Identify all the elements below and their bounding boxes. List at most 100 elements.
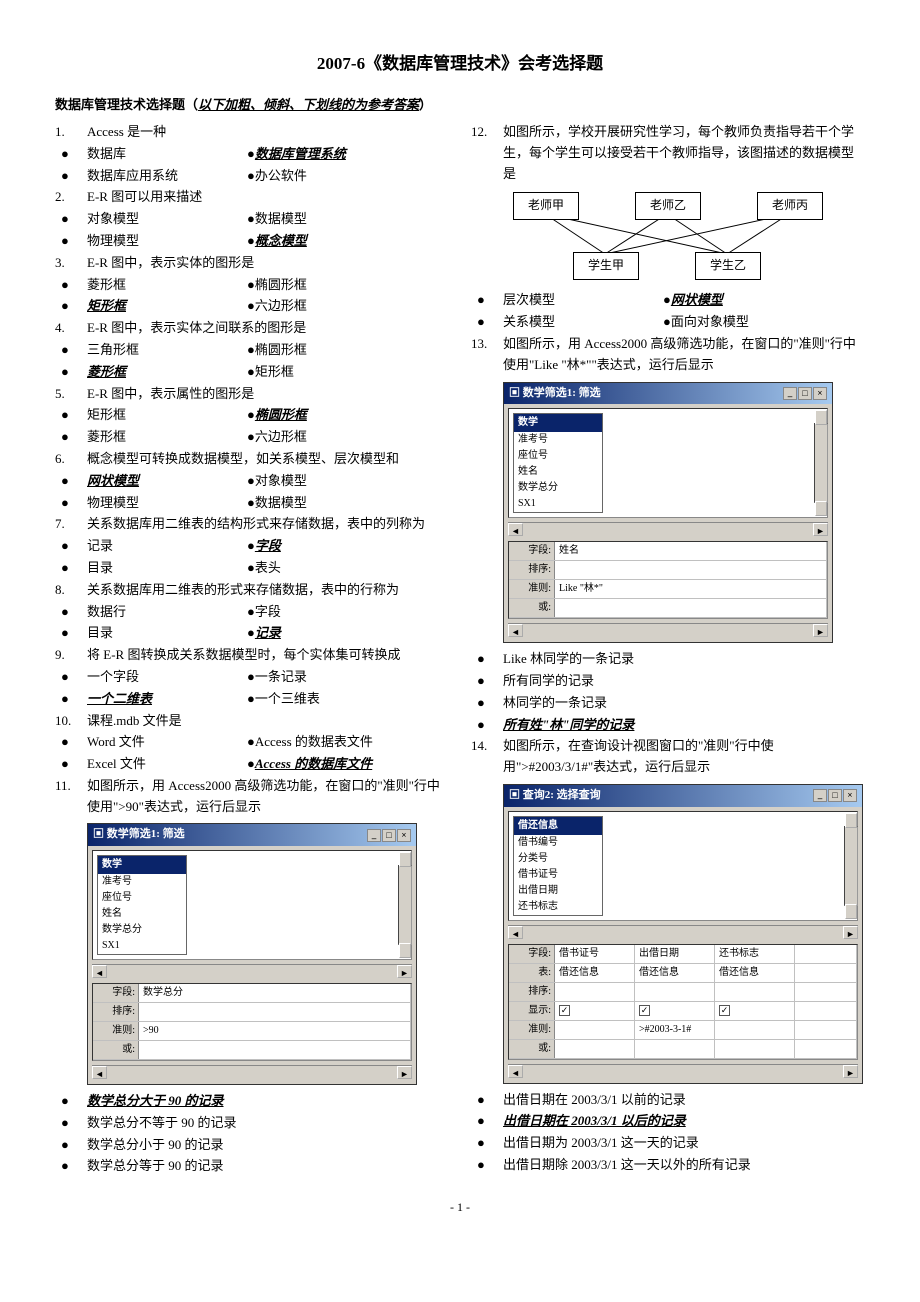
grid-label: 或:: [509, 599, 555, 617]
option-text: 林同学的一条记录: [503, 693, 865, 714]
option-b: 一条记录: [255, 667, 449, 688]
h-scrollbar: ◄►: [508, 623, 828, 638]
bullet-icon: ●: [55, 231, 87, 252]
bullet-icon: ●: [247, 754, 255, 775]
field-item: SX1: [98, 938, 186, 954]
bullet-icon: ●: [471, 715, 503, 736]
bullet-icon: ●: [247, 471, 255, 492]
grid-label: 准则:: [509, 1021, 555, 1039]
field-item: 还书标志: [514, 899, 602, 915]
question-number: 12.: [471, 122, 503, 184]
option-row: ● 一个字段 ● 一条记录: [55, 667, 449, 688]
question-stem: 8.关系数据库用二维表的形式来存储数据，表中的行称为: [55, 580, 449, 601]
option-b: 矩形框: [255, 362, 449, 383]
option-row: ● Word 文件 ● Access 的数据表文件: [55, 732, 449, 753]
option-a: 数据行: [87, 602, 247, 623]
question-number: 13.: [471, 334, 503, 376]
minimize-icon: _: [367, 829, 381, 842]
tables-pane: 数学 准考号座位号姓名数学总分SX1: [92, 850, 412, 960]
grid-cell: [139, 1041, 411, 1059]
bullet-icon: ●: [247, 405, 255, 426]
option-row: ● Excel 文件 ● Access 的数据库文件: [55, 754, 449, 775]
grid-label: 字段:: [93, 984, 139, 1002]
option-text: 出借日期除 2003/3/1 这一天以外的所有记录: [503, 1155, 865, 1176]
bullet-icon: ●: [55, 144, 87, 165]
network-diagram: 老师甲老师乙老师丙学生甲学生乙: [495, 192, 835, 282]
grid-cell: [635, 983, 715, 1001]
option-row: ● 数学总分小于 90 的记录: [55, 1135, 449, 1156]
question-number: 2.: [55, 187, 87, 208]
option-row: ● 数据行 ● 字段: [55, 602, 449, 623]
grid-cell: >#2003-3-1#: [635, 1021, 715, 1039]
question-text: 概念模型可转换成数据模型，如关系模型、层次模型和: [87, 449, 449, 470]
grid-cell: 还书标志: [715, 945, 795, 963]
window-title: ▣ 数学筛选1: 筛选: [93, 826, 185, 844]
bullet-icon: ●: [55, 493, 87, 514]
question-number: 4.: [55, 318, 87, 339]
checkbox-icon: ✓: [559, 1005, 570, 1016]
bullet-icon: ●: [471, 1133, 503, 1154]
question-text: 如图所示，用 Access2000 高级筛选功能，在窗口的"准则"行中使用"Li…: [503, 334, 865, 376]
option-row: ● 数学总分大于 90 的记录: [55, 1091, 449, 1112]
question-stem: 2.E-R 图可以用来描述: [55, 187, 449, 208]
grid-cell: ✓: [555, 1002, 635, 1020]
question-text: 如图所示，在查询设计视图窗口的"准则"行中使用">#2003/3/1#"表达式，…: [503, 736, 865, 778]
option-a: 菱形框: [87, 275, 247, 296]
bullet-icon: ●: [55, 1113, 87, 1134]
option-b: 字段: [255, 536, 449, 557]
h-scrollbar: ◄►: [92, 964, 412, 979]
access-window: ▣ 数学筛选1: 筛选 _ □ × 数学 准考号座位号姓名数学总分SX1 ◄► …: [503, 382, 865, 644]
bullet-icon: ●: [55, 427, 87, 448]
option-row: ● 出借日期除 2003/3/1 这一天以外的所有记录: [471, 1155, 865, 1176]
bullet-icon: ●: [247, 732, 255, 753]
grid-label: 或:: [93, 1041, 139, 1059]
grid-cell: [555, 983, 635, 1001]
option-row: ● 一个二维表 ● 一个三维表: [55, 689, 449, 710]
option-row: ● 物理模型 ● 概念模型: [55, 231, 449, 252]
option-a: Excel 文件: [87, 754, 247, 775]
option-b: 椭圆形框: [255, 405, 449, 426]
option-text: 所有姓"林"同学的记录: [503, 715, 865, 736]
bullet-icon: ●: [247, 558, 255, 579]
option-row: ● 数学总分不等于 90 的记录: [55, 1113, 449, 1134]
maximize-icon: □: [382, 829, 396, 842]
option-row: ● 记录 ● 字段: [55, 536, 449, 557]
question-text: 关系数据库用二维表的形式来存储数据，表中的行称为: [87, 580, 449, 601]
bullet-icon: ●: [55, 296, 87, 317]
option-b: Access 的数据表文件: [255, 732, 449, 753]
grid-cell: [795, 964, 857, 982]
close-icon: ×: [397, 829, 411, 842]
bullet-icon: ●: [247, 144, 255, 165]
option-a: 三角形框: [87, 340, 247, 361]
question-number: 7.: [55, 514, 87, 535]
option-row: ● 三角形框 ● 椭圆形框: [55, 340, 449, 361]
option-a: 数据库: [87, 144, 247, 165]
bullet-icon: ●: [247, 427, 255, 448]
bullet-icon: ●: [55, 340, 87, 361]
bullet-icon: ●: [471, 693, 503, 714]
option-b: 椭圆形框: [255, 340, 449, 361]
grid-cell: [555, 1021, 635, 1039]
field-item: 数学总分: [514, 480, 602, 496]
grid-cell: [795, 945, 857, 963]
diagram-node: 老师丙: [757, 192, 823, 219]
question-number: 5.: [55, 384, 87, 405]
question-text: 如图所示，用 Access2000 高级筛选功能，在窗口的"准则"行中使用">9…: [87, 776, 449, 818]
option-text: 数学总分不等于 90 的记录: [87, 1113, 449, 1134]
question-number: 8.: [55, 580, 87, 601]
option-row: ● Like 林同学的一条记录: [471, 649, 865, 670]
bullet-icon: ●: [55, 405, 87, 426]
bullet-icon: ●: [55, 166, 87, 187]
field-item: 准考号: [98, 874, 186, 890]
field-item: 座位号: [514, 448, 602, 464]
grid-cell: 数学总分: [139, 984, 411, 1002]
bullet-icon: ●: [55, 602, 87, 623]
design-grid: 字段:借书证号出借日期还书标志 表:借还信息借还信息借还信息 排序: 显示:✓✓…: [508, 944, 858, 1060]
grid-label: 表:: [509, 964, 555, 982]
option-a: 菱形框: [87, 362, 247, 383]
grid-cell: [795, 1002, 857, 1020]
maximize-icon: □: [828, 789, 842, 802]
grid-label: 准则:: [93, 1022, 139, 1040]
bullet-icon: ●: [471, 1155, 503, 1176]
question-stem: 9.将 E-R 图转换成关系数据模型时，每个实体集可转换成: [55, 645, 449, 666]
